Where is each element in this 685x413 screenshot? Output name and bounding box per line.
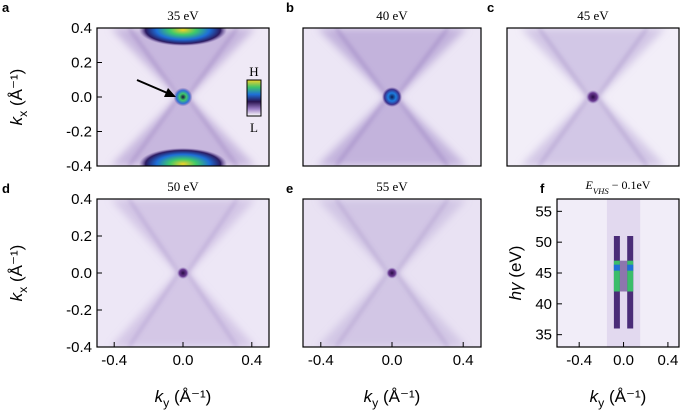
y-tick-label: 40 [535,296,552,313]
panel-frame [506,27,680,167]
y-tick-label: 35 [535,327,552,344]
panel-f: f EVHS − 0.1eV 55 50 45 40 35 -0.4 0.0 0.4 hγ (eV)… [506,178,680,410]
y-tick-label: -0.2 [66,302,92,319]
panel-title: 40 eV [376,8,408,23]
x-tick-label: 0.0 [173,352,194,369]
panel-d: d 50 eV 0.4 0.2 0.0 -0.2 -0.4 -0.4 0.0 0.4 kx (Å⁻¹… [2,179,270,410]
y-tick-label: 0.0 [71,265,92,282]
x-tick-label: -0.4 [308,352,334,369]
panel-title: 45 eV [577,8,609,23]
arrow-head [164,88,176,97]
heatmap-b [303,28,481,166]
gamma-spot [173,87,193,107]
x-axis-label: ky (Å⁻¹) [590,387,647,410]
x-axis-label: ky (Å⁻¹) [155,387,212,410]
x-tick-label: 0.0 [382,352,403,369]
y-tick-label: 0.0 [71,89,92,106]
panel-title: 35 eV [167,8,199,23]
y-tick-label: 0.4 [71,191,92,208]
colorbar-high-label: H [249,64,258,79]
y-tick-label: -0.4 [66,339,92,356]
panel-c: c 45 eV [487,0,680,167]
panel-a: a 35 eV 0.4 0.2 0.0 -0.2 -0.4 kx (Å⁻¹) H L [2,0,270,175]
y-tick-label: -0.2 [66,124,92,141]
panel-label: a [2,0,10,15]
x-tick-label: -0.4 [101,352,127,369]
x-tick-label: 0.4 [241,352,262,369]
y-axis-label: kx (Å⁻¹) [7,69,30,126]
stripe-mid-1 [627,264,634,271]
panel-title: 50 eV [167,179,199,194]
y-tick-label: 0.4 [71,20,92,37]
heatmap-d [97,199,269,347]
gamma-spot [586,90,600,104]
y-axis-label: hγ (eV) [506,246,525,301]
stripe-peak-1 [627,260,634,292]
x-tick-label: -0.4 [566,352,592,369]
panel-b: b 40 eV [286,0,482,167]
colorbar [246,79,262,117]
panel-e: e 55 eV -0.4 0.0 0.4 ky (Å⁻¹) [286,179,482,410]
panel-label: f [540,181,545,196]
heatmap-c [507,28,679,166]
panel-title: EVHS − 0.1eV [585,178,651,196]
stripe-peak-0 [613,260,620,292]
y-tick-label: 50 [535,234,552,251]
gamma-spot [382,87,402,107]
y-tick-label: 0.2 [71,228,92,245]
y-tick-label: 55 [535,203,552,220]
x-axis-label: ky (Å⁻¹) [364,387,421,410]
panel-frame [302,27,482,167]
panel-label: d [2,181,10,196]
colorbar-low-label: L [250,120,258,135]
panel-title: 55 eV [376,179,408,194]
x-tick-label: 0.4 [657,352,678,369]
gamma-spot [386,267,398,279]
stripe-bridge [619,260,628,292]
top-pocket [139,28,227,46]
stripe-mid-0 [613,264,620,271]
panel-label: e [286,181,293,196]
panel-label: c [487,0,494,15]
gamma-spot [176,266,190,280]
heatmap-f [557,199,679,347]
heatmap-e [303,199,481,347]
y-axis-label: kx (Å⁻¹) [7,245,30,302]
y-tick-label: 45 [535,265,552,282]
x-tick-label: 0.0 [613,352,634,369]
y-tick-label: 0.2 [71,55,92,72]
x-tick-label: 0.4 [453,352,474,369]
y-tick-label: -0.4 [66,158,92,175]
panel-label: b [286,0,294,15]
heatmap-a [97,28,269,166]
bottom-pocket [139,148,227,166]
